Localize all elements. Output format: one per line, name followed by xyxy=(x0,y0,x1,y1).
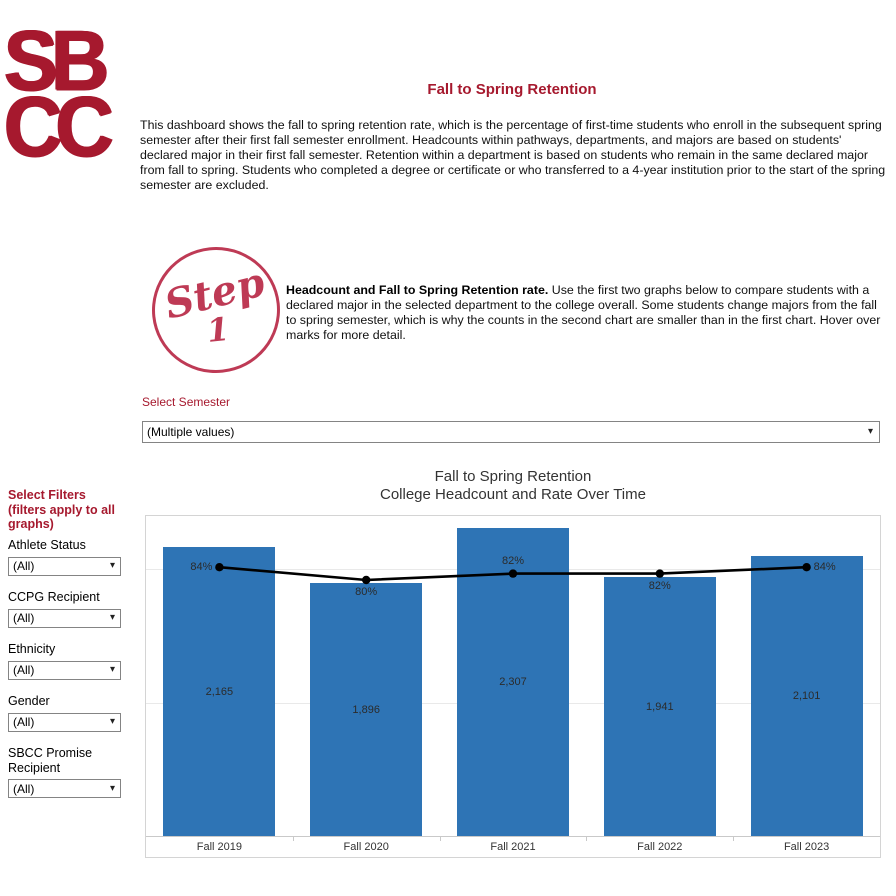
step-description-body: Use the first two graphs below to compar… xyxy=(286,283,881,343)
sbcc-logo: SB CC xyxy=(4,13,114,175)
filter-select-value: (All) xyxy=(13,715,35,729)
line-point-mark[interactable] xyxy=(362,575,371,585)
x-axis-label: Fall 2019 xyxy=(196,841,243,853)
line-point-mark[interactable] xyxy=(802,563,811,572)
chart-title-block: Fall to Spring Retention College Headcou… xyxy=(145,468,881,504)
filter-label-ethnicity: Ethnicity xyxy=(8,642,56,656)
step-description-lead: Headcount and Fall to Spring Retention r… xyxy=(286,283,549,297)
bar-mark[interactable] xyxy=(603,577,716,836)
dropdown-arrow-icon: ▾ xyxy=(109,612,115,623)
page-title: Fall to Spring Retention xyxy=(427,81,597,98)
axis-tick xyxy=(439,837,441,841)
retention-chart: 2,165 1,896 2,307 1,941 2,101 84% 80% 82% 82% 84%… xyxy=(145,515,881,858)
filter-group-athlete-status: Athlete Status (All) ▾ xyxy=(8,538,126,576)
filter-select-gender[interactable]: (All) ▾ xyxy=(8,712,121,732)
dashboard-description: This dashboard shows the fall to spring … xyxy=(140,118,886,193)
axis-tick xyxy=(586,837,588,841)
axis-tick xyxy=(733,837,735,841)
filter-select-value: (All) xyxy=(13,559,35,573)
line-point-mark[interactable] xyxy=(655,569,664,578)
filter-select-value: (All) xyxy=(13,611,35,625)
x-axis-row: Fall 2019 Fall 2020 Fall 2021 Fall 2022 Fall… xyxy=(146,836,880,857)
filter-label-athlete-status: Athlete Status xyxy=(8,538,86,552)
filter-label-gender: Gender xyxy=(8,694,50,708)
axis-tick xyxy=(292,837,294,841)
chart-title: Fall to Spring Retention xyxy=(434,468,592,485)
step-1-badge: Step 1 xyxy=(145,240,287,380)
retention-pct-label: 80% xyxy=(355,586,378,598)
filter-label-ccpg-recipient: CCPG Recipient xyxy=(8,590,100,604)
semester-select[interactable]: (Multiple values) ▾ xyxy=(142,421,880,443)
bar-value-label: 2,165 xyxy=(205,685,234,698)
retention-pct-label: 82% xyxy=(648,579,671,592)
line-point-mark[interactable] xyxy=(215,563,224,572)
x-axis-label: Fall 2023 xyxy=(783,841,830,853)
sbcc-logo-line2: CC xyxy=(4,79,114,175)
filter-group-sbcc-promise: SBCC Promise Recipient (All) ▾ xyxy=(8,746,126,798)
filter-group-ethnicity: Ethnicity (All) ▾ xyxy=(8,642,126,680)
x-axis-label: Fall 2020 xyxy=(343,841,389,853)
sidebar-heading: Select Filters (filters apply to all gra… xyxy=(8,488,115,531)
filter-select-sbcc-promise[interactable]: (All) ▾ xyxy=(8,779,121,798)
dropdown-arrow-icon: ▾ xyxy=(109,782,115,794)
bar-mark[interactable] xyxy=(310,583,423,836)
dropdown-arrow-icon: ▾ xyxy=(109,664,115,675)
bar-mark[interactable] xyxy=(163,547,276,836)
filter-select-athlete-status[interactable]: (All) ▾ xyxy=(8,556,121,576)
bar-value-label: 2,307 xyxy=(499,676,527,689)
bar-value-label: 1,896 xyxy=(352,703,380,716)
chart-subtitle: College Headcount and Rate Over Time xyxy=(380,486,646,503)
x-axis-label: Fall 2021 xyxy=(490,841,536,853)
retention-pct-label: 84% xyxy=(813,561,836,574)
dropdown-arrow-icon: ▾ xyxy=(109,716,115,727)
filter-group-ccpg-recipient: CCPG Recipient (All) ▾ xyxy=(8,590,126,628)
retention-pct-label: 82% xyxy=(501,554,525,567)
dropdown-arrow-icon: ▾ xyxy=(867,426,873,437)
step-description: Headcount and Fall to Spring Retention r… xyxy=(286,283,882,343)
dropdown-arrow-icon: ▾ xyxy=(109,560,115,571)
bar-mark[interactable] xyxy=(457,528,569,836)
filter-select-ccpg-recipient[interactable]: (All) ▾ xyxy=(8,608,121,628)
retention-pct-label: 84% xyxy=(190,561,213,574)
filter-label-sbcc-promise: SBCC Promise Recipient xyxy=(8,746,93,775)
bar-mark[interactable] xyxy=(750,555,863,836)
line-point-mark[interactable] xyxy=(508,569,518,578)
filter-select-value: (All) xyxy=(13,663,35,677)
step-word: Step xyxy=(159,258,269,329)
plot-area: 2,165 1,896 2,307 1,941 2,101 84% 80% 82% 82% 84% xyxy=(146,516,880,836)
x-axis-label: Fall 2022 xyxy=(637,841,683,853)
retention-line xyxy=(215,563,811,585)
semester-filter-label: Select Semester xyxy=(142,395,231,409)
bar-value-label: 1,941 xyxy=(646,700,674,713)
semester-select-value: (Multiple values) xyxy=(147,425,235,439)
sbcc-logo-line1: SB xyxy=(4,13,109,109)
filter-select-ethnicity[interactable]: (All) ▾ xyxy=(8,660,121,680)
filter-select-value: (All) xyxy=(13,781,35,796)
filter-group-gender: Gender (All) ▾ xyxy=(8,694,126,732)
bar-value-label: 2,101 xyxy=(792,689,821,702)
